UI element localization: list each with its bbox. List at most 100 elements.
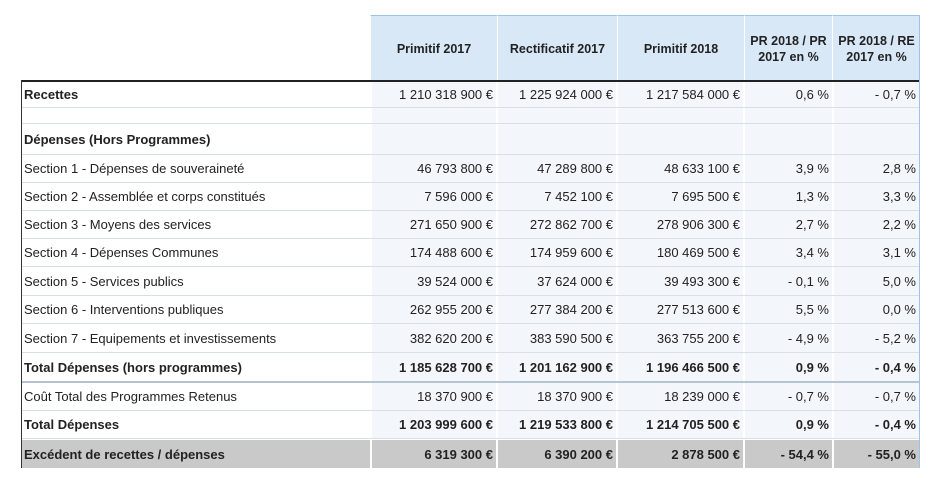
cell-rectificatif-2017: 7 452 100 €	[496, 183, 616, 210]
row-label: Section 7 - Equipements et investissemen…	[22, 324, 370, 352]
cell-pct-re	[832, 108, 919, 123]
cell-rectificatif-2017: 47 289 800 €	[496, 155, 616, 182]
cell-primitif-2018: 180 469 500 €	[616, 239, 743, 266]
table-row-section-3: Section 3 - Moyens des services 271 650 …	[22, 211, 919, 239]
row-label	[22, 108, 370, 123]
cell-primitif-2018	[616, 108, 743, 123]
row-label: Excédent de recettes / dépenses	[22, 440, 370, 468]
cell-pct-pr: 0,9 %	[743, 411, 832, 438]
cell-pct-re: 3,3 %	[832, 183, 919, 210]
cell-rectificatif-2017	[496, 124, 616, 154]
table-row-section-4: Section 4 - Dépenses Communes 174 488 60…	[22, 239, 919, 267]
cell-pct-re: 2,2 %	[832, 211, 919, 238]
cell-pct-pr: - 54,4 %	[743, 440, 832, 468]
table-row-section-1: Section 1 - Dépenses de souveraineté 46 …	[22, 155, 919, 183]
cell-rectificatif-2017: 1 219 533 800 €	[496, 411, 616, 438]
cell-primitif-2017: 262 955 200 €	[370, 296, 496, 323]
cell-primitif-2017: 271 650 900 €	[370, 211, 496, 238]
cell-pct-re: - 0,4 %	[832, 411, 919, 438]
cell-pct-pr	[743, 108, 832, 123]
table-row-section-6: Section 6 - Interventions publiques 262 …	[22, 296, 919, 324]
cell-rectificatif-2017: 272 862 700 €	[496, 211, 616, 238]
cell-primitif-2017: 1 210 318 900 €	[370, 82, 496, 107]
cell-rectificatif-2017: 174 959 600 €	[496, 239, 616, 266]
table-row-cout-programmes: Coût Total des Programmes Retenus 18 370…	[22, 383, 919, 411]
table-row-total-depenses: Total Dépenses 1 203 999 600 € 1 219 533…	[22, 411, 919, 439]
cell-pct-re: 0,0 %	[832, 296, 919, 323]
cell-primitif-2017: 382 620 200 €	[370, 324, 496, 352]
cell-pct-re: - 55,0 %	[832, 440, 919, 468]
cell-primitif-2017	[370, 124, 496, 154]
header-primitif-2018: Primitif 2018	[617, 15, 744, 81]
row-label: Recettes	[22, 82, 370, 107]
cell-pct-re: - 0,7 %	[832, 82, 919, 107]
cell-pct-pr	[743, 124, 832, 154]
cell-primitif-2018: 363 755 200 €	[616, 324, 743, 352]
cell-pct-pr: 5,5 %	[743, 296, 832, 323]
table-left-border	[21, 80, 22, 468]
cell-pct-pr: 0,9 %	[743, 353, 832, 381]
row-label: Dépenses (Hors Programmes)	[22, 124, 370, 154]
cell-primitif-2017: 46 793 800 €	[370, 155, 496, 182]
cell-pct-re	[832, 124, 919, 154]
table-row-excedent: Excédent de recettes / dépenses 6 319 30…	[22, 440, 919, 468]
row-label: Coût Total des Programmes Retenus	[22, 383, 370, 410]
cell-pct-re: 5,0 %	[832, 267, 919, 295]
cell-pct-re: - 0,4 %	[832, 353, 919, 381]
cell-primitif-2018: 7 695 500 €	[616, 183, 743, 210]
cell-pct-re: - 0,7 %	[832, 383, 919, 410]
cell-pct-pr: 2,7 %	[743, 211, 832, 238]
row-label: Total Dépenses	[22, 411, 370, 438]
table-row-spacer	[22, 108, 919, 124]
table-row-total-hors-programmes: Total Dépenses (hors programmes) 1 185 6…	[22, 353, 919, 383]
cell-pct-pr: 3,4 %	[743, 239, 832, 266]
cell-primitif-2017: 174 488 600 €	[370, 239, 496, 266]
cell-primitif-2018: 277 513 600 €	[616, 296, 743, 323]
cell-pct-re: 2,8 %	[832, 155, 919, 182]
table-right-border	[919, 15, 920, 468]
cell-pct-pr: 0,6 %	[743, 82, 832, 107]
cell-primitif-2017: 7 596 000 €	[370, 183, 496, 210]
row-label: Section 3 - Moyens des services	[22, 211, 370, 238]
cell-rectificatif-2017: 277 384 200 €	[496, 296, 616, 323]
cell-primitif-2017: 1 203 999 600 €	[370, 411, 496, 438]
cell-primitif-2017: 6 319 300 €	[370, 440, 496, 468]
cell-pct-re: 3,1 %	[832, 239, 919, 266]
cell-rectificatif-2017: 6 390 200 €	[496, 440, 616, 468]
header-pr2018-re2017: PR 2018 / RE 2017 en %	[832, 15, 920, 81]
cell-primitif-2018: 48 633 100 €	[616, 155, 743, 182]
header-pr2018-pr2017: PR 2018 / PR 2017 en %	[744, 15, 832, 81]
cell-primitif-2018: 2 878 500 €	[616, 440, 743, 468]
header-rectificatif-2017: Rectificatif 2017	[497, 15, 617, 81]
cell-primitif-2018: 1 214 705 500 €	[616, 411, 743, 438]
cell-primitif-2018: 39 493 300 €	[616, 267, 743, 295]
cell-primitif-2018: 1 196 466 500 €	[616, 353, 743, 381]
cell-pct-pr: 3,9 %	[743, 155, 832, 182]
cell-primitif-2017	[370, 108, 496, 123]
row-label: Section 6 - Interventions publiques	[22, 296, 370, 323]
cell-pct-pr: - 0,7 %	[743, 383, 832, 410]
row-label: Section 2 - Assemblée et corps constitué…	[22, 183, 370, 210]
row-label: Total Dépenses (hors programmes)	[22, 353, 370, 381]
table-row-depenses-heading: Dépenses (Hors Programmes)	[22, 124, 919, 155]
cell-pct-pr: - 4,9 %	[743, 324, 832, 352]
cell-primitif-2018	[616, 124, 743, 154]
table-row-recettes: Recettes 1 210 318 900 € 1 225 924 000 €…	[22, 82, 919, 108]
cell-rectificatif-2017: 383 590 500 €	[496, 324, 616, 352]
cell-pct-pr: 1,3 %	[743, 183, 832, 210]
cell-rectificatif-2017: 1 201 162 900 €	[496, 353, 616, 381]
cell-primitif-2018: 18 239 000 €	[616, 383, 743, 410]
cell-pct-re: - 5,2 %	[832, 324, 919, 352]
header-divider	[22, 80, 920, 82]
cell-pct-pr: - 0,1 %	[743, 267, 832, 295]
cell-rectificatif-2017: 1 225 924 000 €	[496, 82, 616, 107]
row-label: Section 4 - Dépenses Communes	[22, 239, 370, 266]
cell-primitif-2017: 1 185 628 700 €	[370, 353, 496, 381]
row-label: Section 5 - Services publics	[22, 267, 370, 295]
cell-rectificatif-2017: 18 370 900 €	[496, 383, 616, 410]
cell-rectificatif-2017	[496, 108, 616, 123]
cell-primitif-2017: 18 370 900 €	[370, 383, 496, 410]
cell-primitif-2017: 39 524 000 €	[370, 267, 496, 295]
header-primitif-2017: Primitif 2017	[370, 15, 497, 81]
